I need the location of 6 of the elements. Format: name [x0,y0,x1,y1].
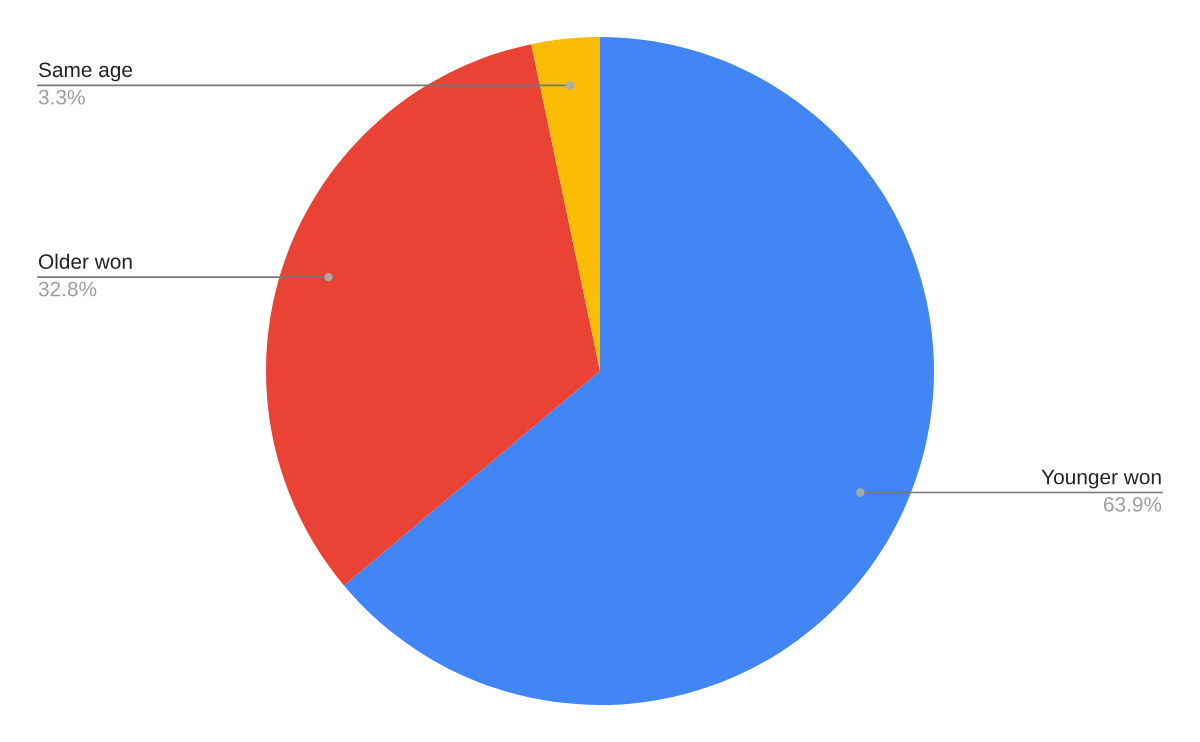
data-label: 32.8% [38,281,97,297]
data-label: 3.3% [38,89,85,105]
slice-label: Same age [38,62,133,82]
data-label: 63.9% [1103,497,1162,512]
slice-label: Younger won [1041,469,1161,489]
slice-label: Older won [38,253,132,269]
